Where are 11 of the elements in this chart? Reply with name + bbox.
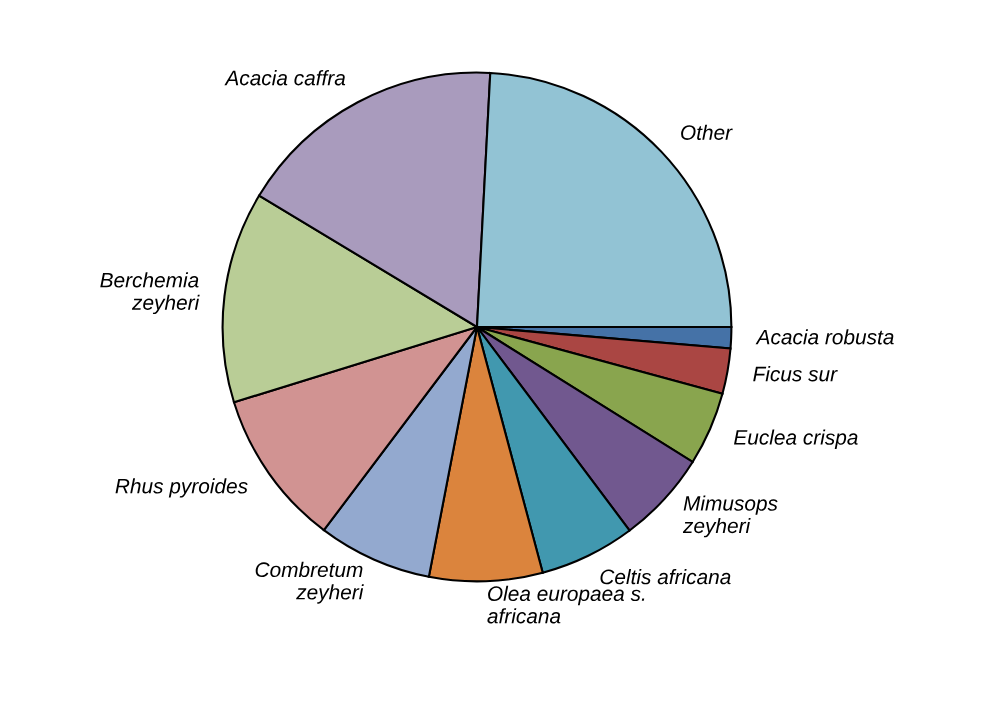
slice-label: Celtis africana bbox=[600, 568, 731, 585]
slice-label: Ficus sur bbox=[753, 366, 838, 382]
slice-label: Olea europaea s. africana bbox=[487, 585, 645, 624]
slice-label: Other bbox=[681, 124, 733, 140]
slice-label: Rhus pyroides bbox=[115, 478, 248, 498]
slice-label: Berchemia zeyheri bbox=[100, 272, 200, 315]
slice-label: Combretum zeyheri bbox=[255, 561, 364, 604]
slice-label: Acacia robusta bbox=[755, 329, 894, 345]
slice-label: Mimusops zeyheri bbox=[682, 495, 778, 538]
slice-label: Acacia caffra bbox=[224, 70, 346, 86]
slice-label: Euclea crispa bbox=[734, 429, 858, 449]
